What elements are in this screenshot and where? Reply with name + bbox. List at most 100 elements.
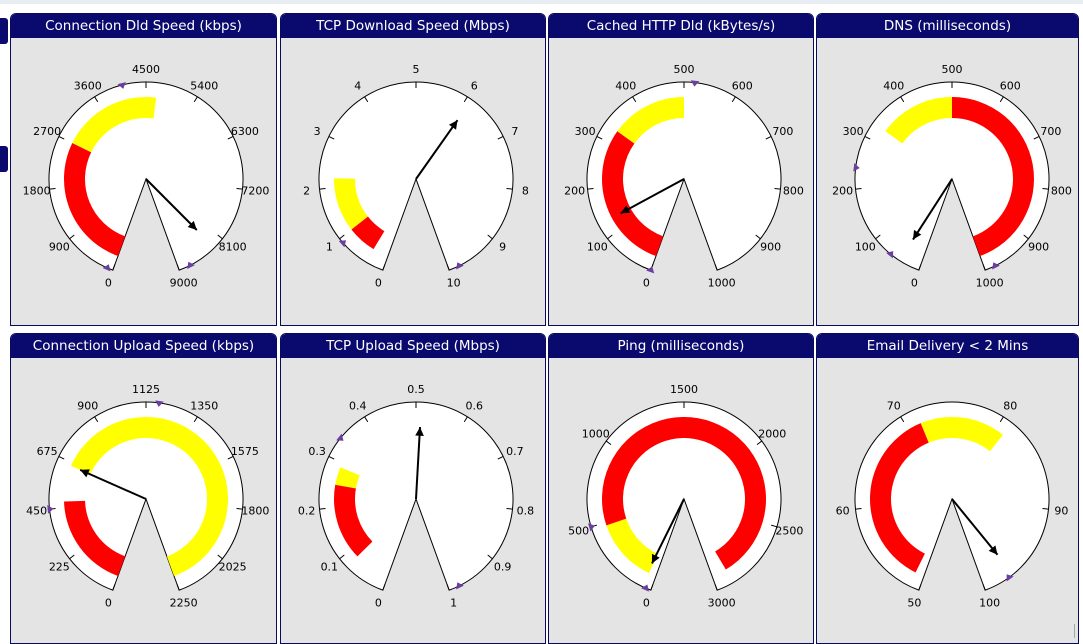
gauge-panel: Email Delivery < 2 Mins 50 60 70 80 90 100 xyxy=(816,333,1079,644)
tick-label: 100 xyxy=(587,241,608,254)
tick-mark xyxy=(506,188,513,190)
tick-label: 4500 xyxy=(132,63,160,76)
threshold-marker xyxy=(886,251,894,259)
tick-mark xyxy=(217,234,223,240)
tick-label: 450 xyxy=(26,504,47,517)
tick-label: 2025 xyxy=(219,561,247,574)
tick-label: 0 xyxy=(105,276,112,289)
tick-label: 400 xyxy=(883,80,904,93)
tick-mark xyxy=(855,188,862,190)
tick-mark xyxy=(1033,136,1040,140)
tick-mark xyxy=(176,584,180,591)
tick-mark xyxy=(339,234,345,240)
gauge-needle xyxy=(912,178,953,241)
tick-mark xyxy=(918,264,922,271)
tick-mark xyxy=(69,554,75,560)
tick-label: 1350 xyxy=(190,400,218,413)
tick-mark xyxy=(446,264,450,271)
tick-label: 3 xyxy=(314,125,321,138)
threshold-marker xyxy=(646,266,655,274)
threshold-marker xyxy=(690,80,700,87)
threshold-marker xyxy=(641,584,650,592)
gauge-dial: 0 100 200 300 400 500 600 700 800 900 1000 xyxy=(832,63,1072,289)
tick-mark xyxy=(999,416,1004,423)
tick-label: 0.6 xyxy=(466,400,484,413)
gauge-panel: TCP Download Speed (Mbps) 0 1 2 3 4 5 6 7 8 9 10 xyxy=(280,13,546,326)
tick-label: 0 xyxy=(643,596,650,609)
tick-label: 0.8 xyxy=(517,504,535,517)
gauge-needle xyxy=(651,498,685,564)
threshold-marker xyxy=(456,262,464,270)
tick-mark xyxy=(596,136,603,140)
tick-mark xyxy=(328,456,335,460)
tick-label: 675 xyxy=(37,445,58,458)
tick-label: 700 xyxy=(772,125,793,138)
tick-label: 500 xyxy=(568,525,589,538)
tick-mark xyxy=(227,136,234,140)
tick-label: 1 xyxy=(450,596,457,609)
tick-label: 1000 xyxy=(976,276,1004,289)
tick-mark xyxy=(918,584,922,591)
tick-label: 1000 xyxy=(582,427,610,440)
red-range-band xyxy=(870,423,929,573)
tick-label: 700 xyxy=(1040,125,1061,138)
tick-mark xyxy=(193,416,198,423)
tick-label: 1575 xyxy=(231,445,259,458)
tick-mark xyxy=(756,440,763,446)
resize-grip[interactable] xyxy=(1074,624,1079,638)
gauge-dial: 0 0.1 0.2 0.3 0.4 0.5 0.6 0.7 0.8 0.9 1 xyxy=(298,383,535,609)
tick-mark xyxy=(731,96,736,103)
tick-mark xyxy=(900,96,905,103)
gauge-needle xyxy=(415,119,459,180)
threshold-marker xyxy=(853,163,860,172)
gauge-needle xyxy=(79,468,147,500)
nav-tab-1[interactable] xyxy=(0,18,8,44)
tick-mark xyxy=(864,136,871,140)
tick-label: 400 xyxy=(615,80,636,93)
tick-label: 0.1 xyxy=(321,561,339,574)
gauge-needle xyxy=(620,178,685,215)
tick-mark xyxy=(607,234,613,240)
gauge-dial: 0 100 200 300 400 500 600 700 800 900 1000 xyxy=(564,63,804,289)
gauge-needle xyxy=(145,178,198,231)
tick-mark xyxy=(632,96,637,103)
tick-mark xyxy=(463,96,468,103)
left-nav-strip xyxy=(0,10,9,644)
tick-mark xyxy=(506,508,513,510)
tick-mark xyxy=(58,136,65,140)
tick-mark xyxy=(587,188,594,190)
threshold-marker xyxy=(992,262,1000,270)
tick-label: 90 xyxy=(1054,504,1068,517)
tick-label: 225 xyxy=(49,561,70,574)
tick-label: 4 xyxy=(354,80,361,93)
nav-tab-2[interactable] xyxy=(0,146,8,172)
tick-mark xyxy=(69,234,75,240)
tick-mark xyxy=(982,264,986,271)
red-range-band xyxy=(602,131,664,257)
tick-label: 2 xyxy=(303,184,310,197)
gauge-title: Email Delivery < 2 Mins xyxy=(817,334,1078,358)
threshold-marker xyxy=(588,523,595,532)
tick-label: 1800 xyxy=(241,504,269,517)
tick-mark xyxy=(94,96,99,103)
tick-mark xyxy=(755,234,761,240)
tick-label: 0.9 xyxy=(494,561,512,574)
tick-label: 9 xyxy=(499,241,506,254)
gauge-panel: Connection Dld Speed (kbps) 0 900 1800 2700 3… xyxy=(10,13,277,326)
tick-label: 800 xyxy=(1051,184,1072,197)
needle-arrowhead xyxy=(988,545,998,555)
tick-label: 0 xyxy=(105,596,112,609)
tick-label: 1125 xyxy=(132,383,160,396)
tick-label: 0.7 xyxy=(506,445,523,458)
tick-label: 900 xyxy=(49,241,70,254)
tick-mark xyxy=(487,554,493,560)
gauge-panel: TCP Upload Speed (Mbps) 0 0.1 0.2 0.3 0.4 0.5 0… xyxy=(280,333,546,644)
gauge-title: Cached HTTP Dld (kBytes/s) xyxy=(549,14,813,38)
tick-mark xyxy=(1023,234,1029,240)
tick-label: 300 xyxy=(575,125,596,138)
tick-label: 8100 xyxy=(219,241,247,254)
tick-mark xyxy=(58,456,65,460)
top-border xyxy=(0,0,1083,4)
tick-mark xyxy=(774,188,781,190)
tick-label: 9000 xyxy=(170,276,198,289)
